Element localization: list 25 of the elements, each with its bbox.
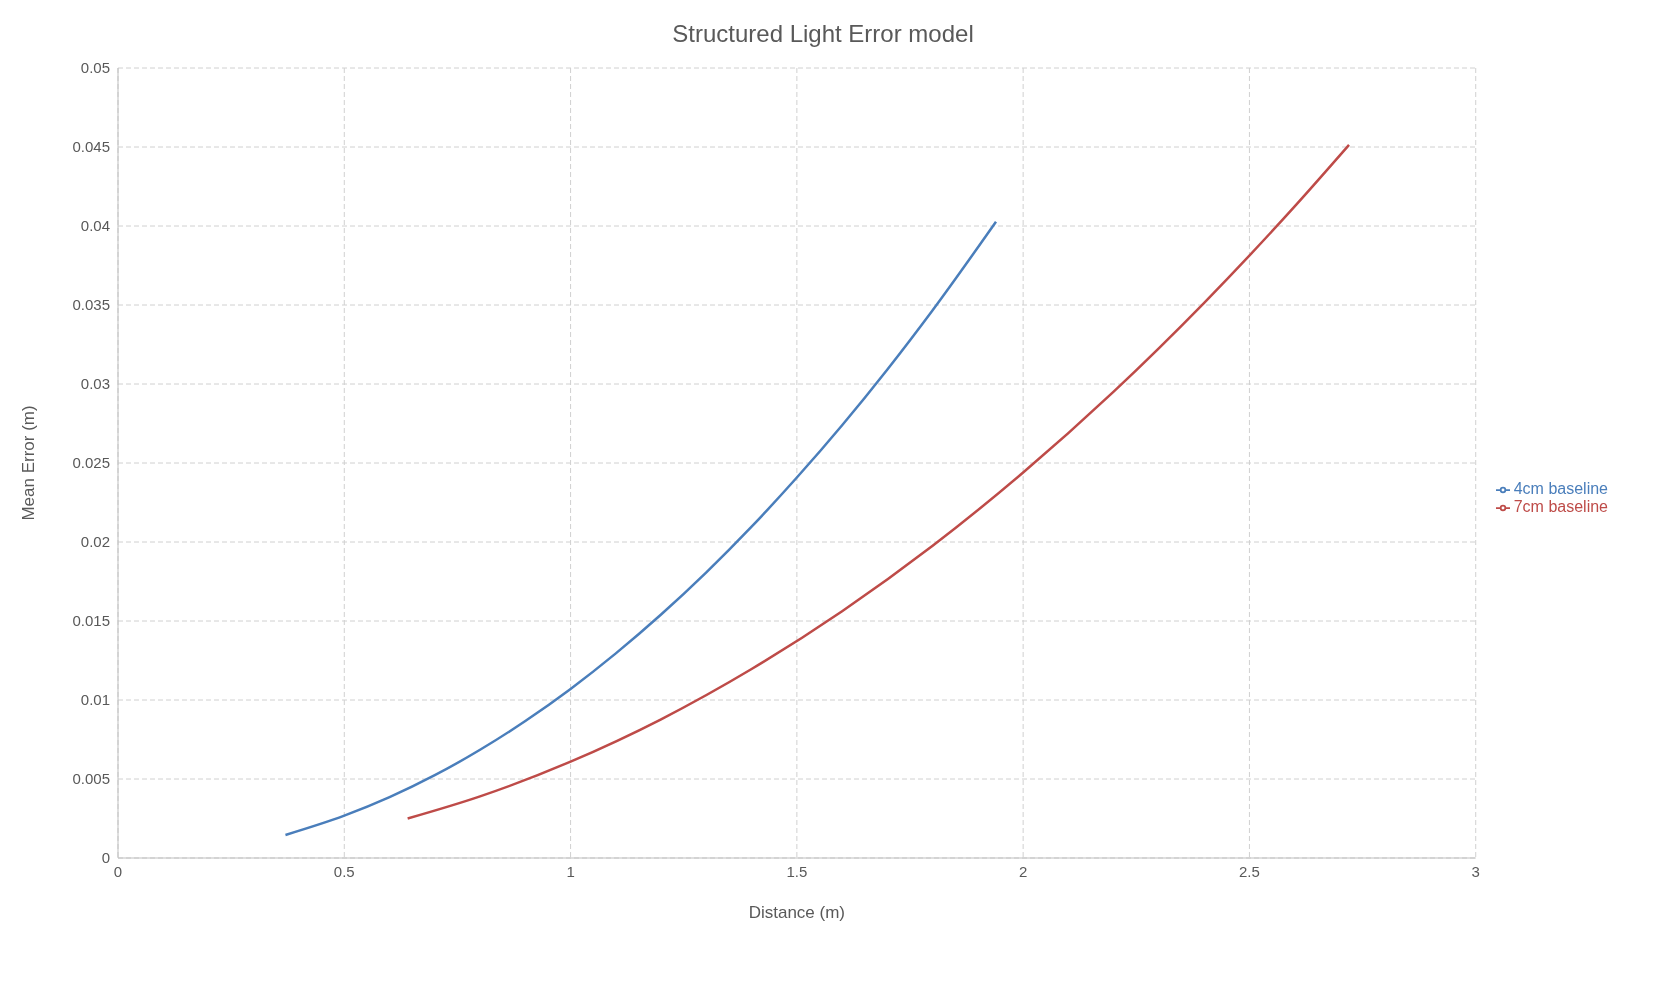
y-tick-label: 0.01 bbox=[80, 691, 110, 709]
y-axis-title: Mean Error (m) bbox=[19, 405, 39, 521]
y-tick-label: 0.015 bbox=[72, 612, 110, 630]
y-tick-label: 0.04 bbox=[80, 217, 110, 235]
y-tick-label: 0.035 bbox=[72, 296, 110, 314]
y-tick-label: 0 bbox=[101, 849, 110, 867]
legend-label: 4cm baseline bbox=[1513, 480, 1608, 497]
y-tick-label: 0.045 bbox=[72, 138, 110, 156]
line-series bbox=[406, 143, 1351, 820]
y-tick-label: 0.025 bbox=[72, 454, 110, 472]
x-tick-label: 0 bbox=[113, 862, 123, 880]
x-tick-label: 2.5 bbox=[1239, 862, 1260, 880]
x-tick-label: 0.5 bbox=[333, 862, 355, 880]
legend-label: 7cm baseline bbox=[1513, 498, 1608, 515]
x-tick-label: 1 bbox=[566, 862, 575, 880]
x-axis-title: Distance (m) bbox=[748, 903, 846, 922]
y-tick-label: 0.05 bbox=[80, 59, 110, 77]
x-tick-label: 2 bbox=[1018, 862, 1028, 880]
x-tick-label: 1.5 bbox=[786, 862, 808, 880]
x-tick-label: 3 bbox=[1471, 862, 1480, 880]
chart-title: Structured Light Error model bbox=[671, 20, 975, 48]
y-tick-label: 0.02 bbox=[80, 533, 110, 551]
line-series bbox=[284, 220, 998, 837]
y-tick-label: 0.03 bbox=[80, 375, 110, 393]
y-tick-label: 0.005 bbox=[72, 770, 110, 788]
